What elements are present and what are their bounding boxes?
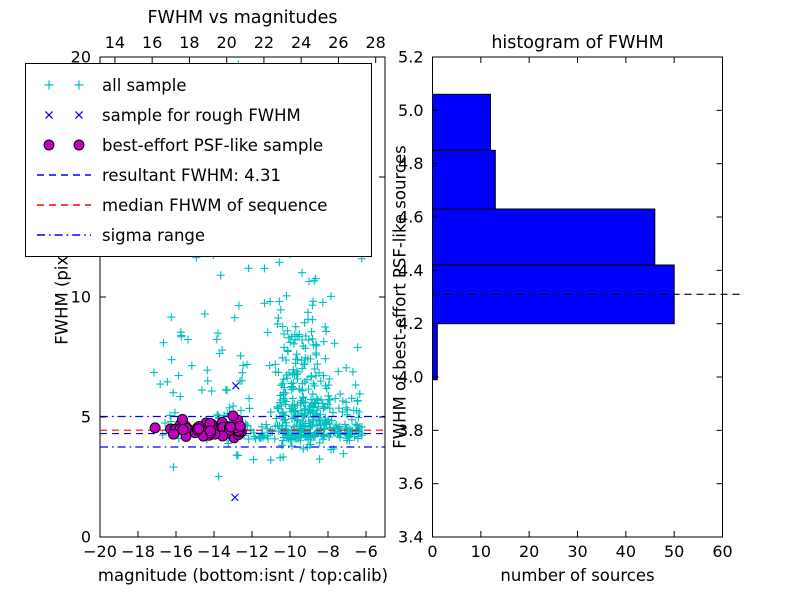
- tick-label: 30: [567, 542, 587, 561]
- legend-label: all sample: [102, 75, 187, 95]
- legend-label: median FHWM of sequence: [102, 195, 328, 215]
- tick-label: −14: [197, 542, 231, 561]
- tick-label: 0: [427, 542, 437, 561]
- legend-label: sigma range: [102, 225, 206, 245]
- tick-label: 3.4: [398, 528, 423, 547]
- histogram-bar: [432, 149, 496, 210]
- tick-label: 3.8: [398, 421, 423, 440]
- legend-item-0: all sample: [35, 70, 362, 100]
- tick-label: 10: [471, 542, 491, 561]
- tick-label: 16: [142, 33, 162, 52]
- tick-label: 50: [664, 542, 684, 561]
- tick-label: 14: [105, 33, 125, 52]
- legend-label: resultant FWHM: 4.31: [102, 165, 281, 185]
- tick-label: 4.8: [398, 154, 423, 173]
- legend-item-1: sample for rough FWHM: [35, 100, 362, 130]
- dashdot-line-legend-marker-icon: [37, 234, 91, 236]
- series-circle: [149, 410, 247, 444]
- tick-label: 18: [179, 33, 199, 52]
- legend: all sample sample for rough FWHM best-effo…: [25, 63, 372, 257]
- legend-item-4: median FHWM of sequence: [35, 190, 362, 220]
- tick-label: −12: [235, 542, 269, 561]
- tick-label: −20: [83, 542, 117, 561]
- scatter-data-layer: [100, 60, 385, 502]
- tick-label: 10: [71, 288, 91, 307]
- tick-label: 4.2: [398, 314, 423, 333]
- dashed-line-legend-marker-icon: [37, 174, 91, 176]
- histogram-yaxis-label: FWHM of best-effort PSF-like sources: [390, 145, 410, 449]
- tick-label: 22: [254, 33, 274, 52]
- scatter-plot-title: FWHM vs magnitudes: [147, 8, 338, 28]
- tick-label: 24: [291, 33, 311, 52]
- histogram-title: histogram of FWHM: [491, 33, 664, 53]
- legend-label: best-effort PSF-like sample: [102, 135, 324, 155]
- legend-item-5: sigma range: [35, 220, 362, 250]
- histogram-bar: [432, 208, 656, 266]
- x-legend-marker-icon: [44, 110, 84, 120]
- tick-label: 5: [81, 408, 91, 427]
- legend-item-3: resultant FWHM: 4.31: [35, 160, 362, 190]
- tick-label: 5.0: [398, 101, 423, 120]
- tick-label: 4.4: [398, 261, 423, 280]
- tick-label: −16: [159, 542, 193, 561]
- tick-label: 4.6: [398, 208, 423, 227]
- dashed-line-legend-marker-icon: [37, 204, 91, 206]
- histogram-bar: [432, 323, 438, 381]
- scatter-yaxis-label: FWHM (pix): [52, 249, 72, 345]
- tick-label: −10: [273, 542, 307, 561]
- legend-item-2: best-effort PSF-like sample: [35, 130, 362, 160]
- tick-label: −6: [354, 542, 378, 561]
- tick-label: 5.2: [398, 48, 423, 67]
- tick-label: 26: [328, 33, 348, 52]
- tick-label: 60: [712, 542, 732, 561]
- tick-label: −18: [121, 542, 155, 561]
- histogram-bar: [432, 93, 491, 151]
- tick-label: 4.0: [398, 368, 423, 387]
- tick-label: −8: [316, 542, 340, 561]
- tick-label: 20: [71, 48, 91, 67]
- circle-legend-marker-icon: [43, 139, 85, 151]
- scatter-xaxis-label: magnitude (bottom:isnt / top:calib): [97, 566, 389, 585]
- histogram-xaxis-label: number of sources: [500, 566, 655, 585]
- tick-label: 28: [366, 33, 386, 52]
- legend-label: sample for rough FWHM: [102, 105, 301, 125]
- tick-label: 0: [81, 528, 91, 547]
- tick-label: 20: [216, 33, 236, 52]
- histogram-bars: [432, 93, 675, 381]
- tick-label: 3.6: [398, 474, 423, 493]
- plus-legend-marker-icon: [44, 80, 84, 90]
- tick-label: 20: [519, 542, 539, 561]
- tick-label: 40: [616, 542, 636, 561]
